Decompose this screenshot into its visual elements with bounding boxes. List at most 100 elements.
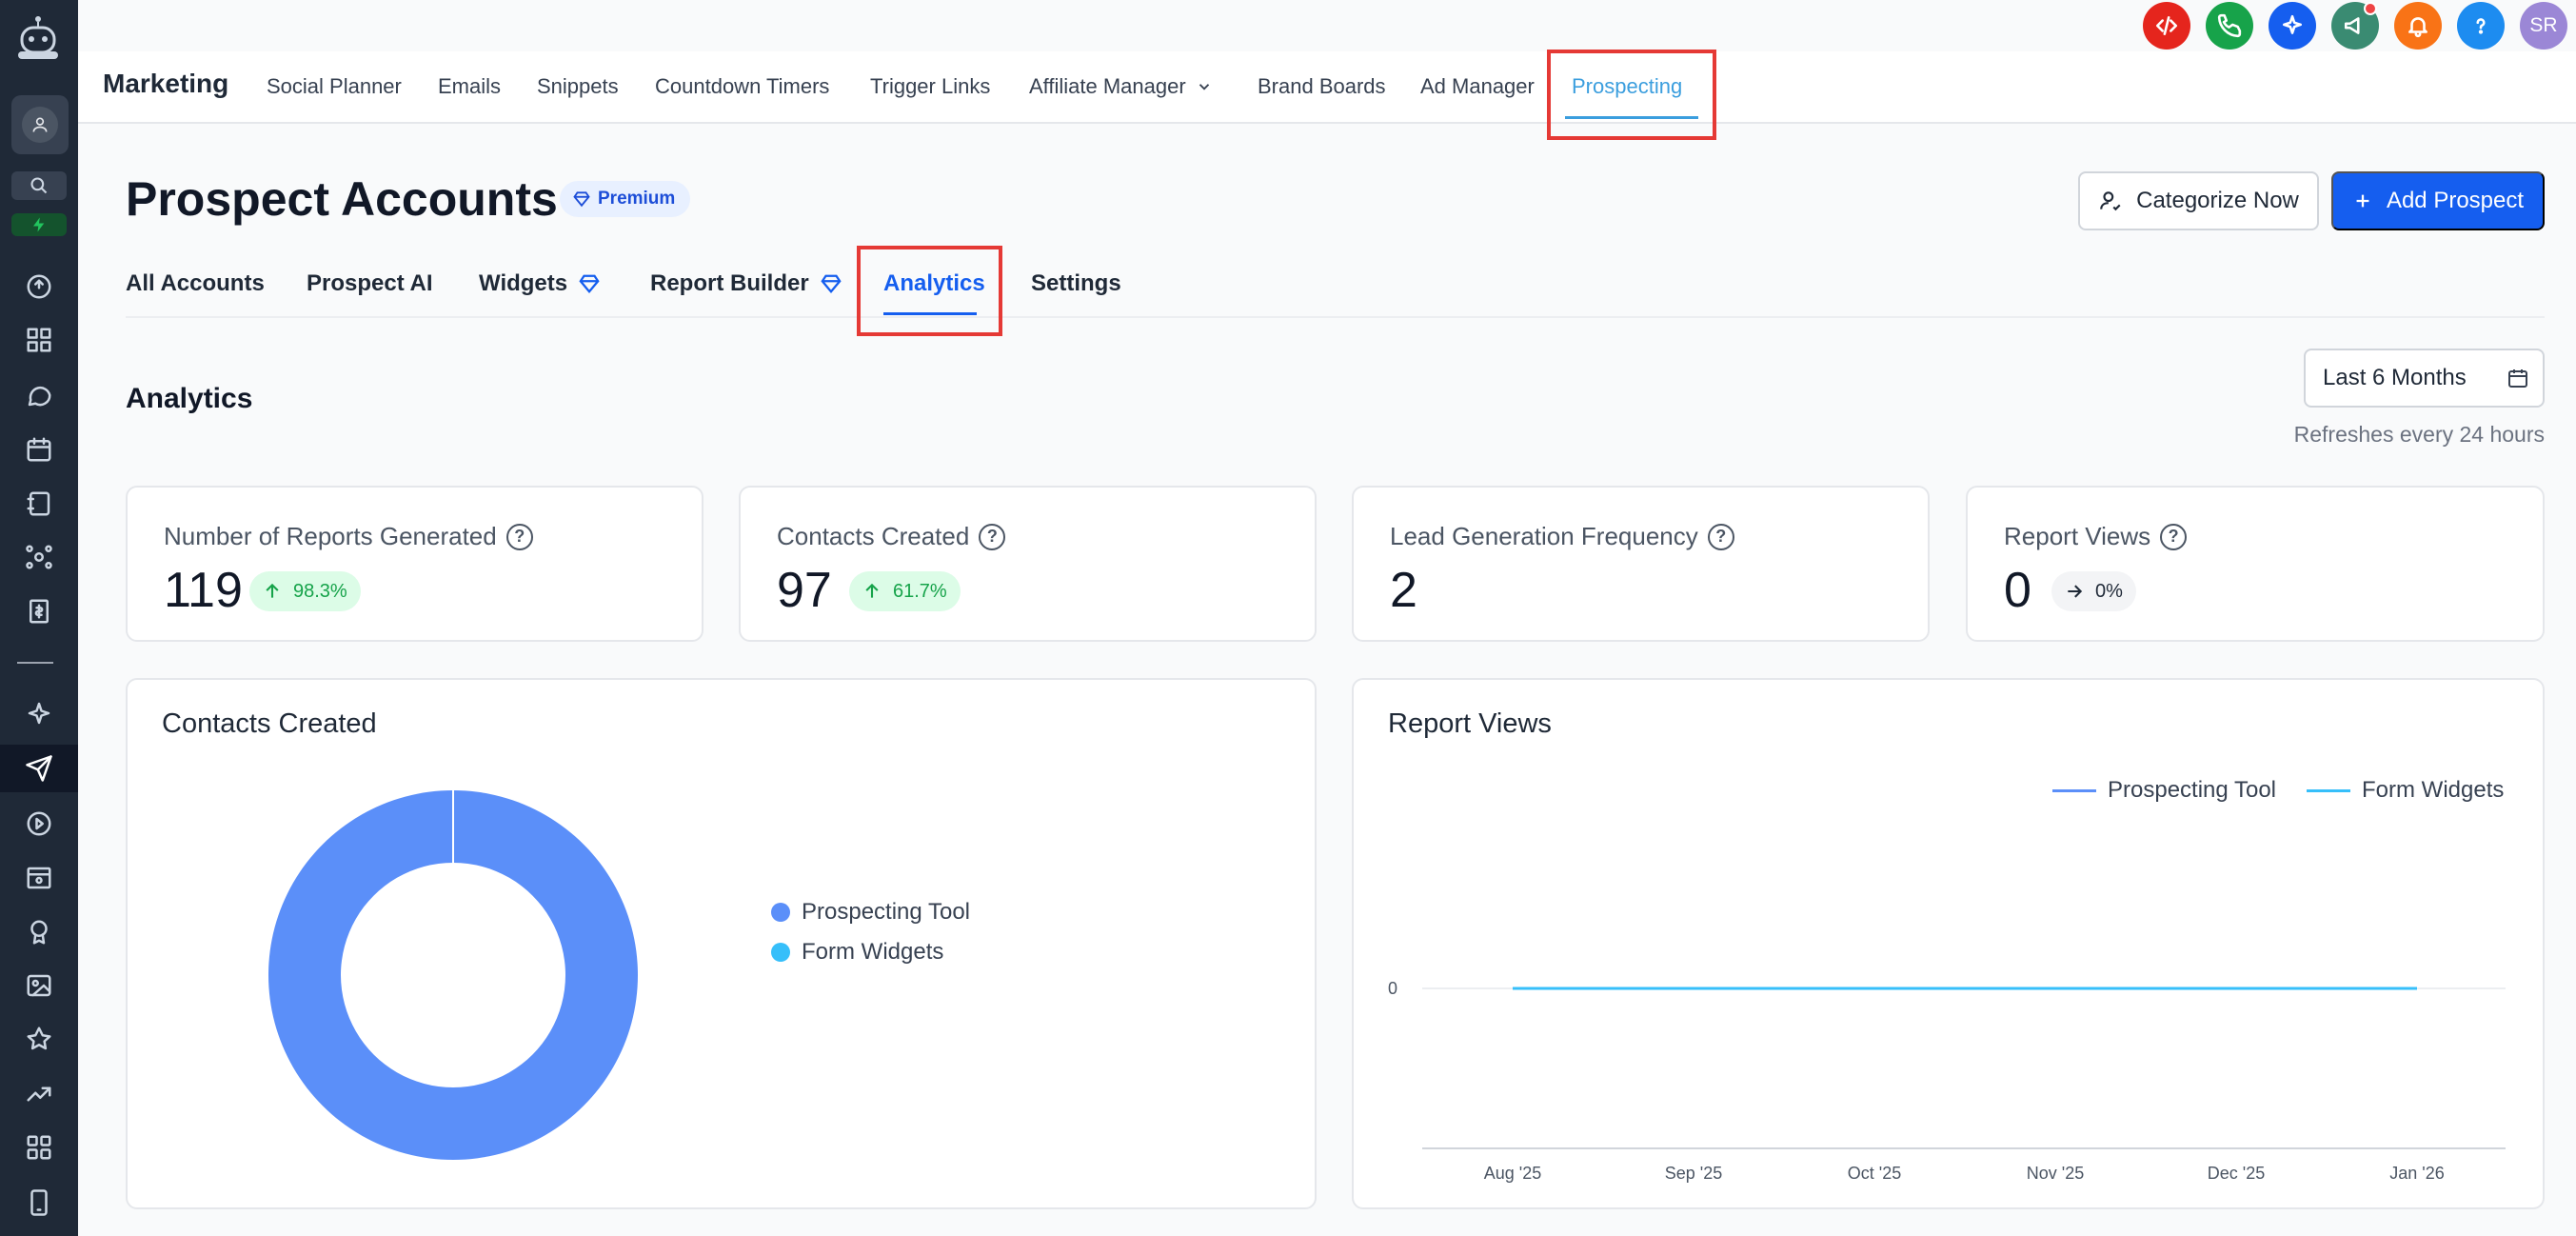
donut-slice[interactable] bbox=[268, 790, 638, 1160]
trend-badge: 0% bbox=[2051, 571, 2136, 611]
plus-icon bbox=[2356, 194, 2369, 208]
x-tick-label: Aug '25 bbox=[1484, 1164, 1542, 1183]
nav-emails[interactable]: Emails bbox=[438, 74, 502, 98]
tab-analytics[interactable]: Analytics bbox=[883, 270, 985, 297]
tab-all-accounts[interactable]: All Accounts bbox=[126, 270, 265, 297]
notifications-button[interactable] bbox=[2394, 2, 2442, 50]
nav-brand-boards[interactable]: Brand Boards bbox=[1258, 74, 1386, 98]
trend-value: 0% bbox=[2095, 580, 2123, 602]
sidebar-item-reputation[interactable] bbox=[0, 1015, 78, 1063]
diamond-icon bbox=[579, 274, 600, 294]
legend-item-prospecting-tool[interactable]: Prospecting Tool bbox=[2052, 777, 2276, 804]
stat-value: 2 bbox=[1390, 563, 1417, 618]
sidebar-item-automation[interactable] bbox=[0, 800, 78, 847]
chart-title: Report Views bbox=[1388, 708, 1552, 739]
sidebar-item-memberships[interactable] bbox=[0, 908, 78, 956]
trend-badge: 61.7% bbox=[849, 571, 961, 611]
sidebar-item-calendars[interactable] bbox=[0, 426, 78, 473]
nav-prospecting[interactable]: Prospecting bbox=[1572, 74, 1683, 98]
x-tick-label: Jan '26 bbox=[2389, 1164, 2444, 1183]
sidebar-item-app-marketplace[interactable] bbox=[0, 1124, 78, 1171]
arrow-up-icon bbox=[266, 583, 279, 598]
sidebar-item-marketing[interactable] bbox=[0, 745, 78, 792]
chevron-down-icon bbox=[1199, 84, 1209, 90]
announcement-badge bbox=[2364, 2, 2377, 15]
date-range-value: Last 6 Months bbox=[2323, 365, 2467, 390]
nav-active-indicator bbox=[1565, 116, 1698, 119]
help-circle-icon[interactable]: ? bbox=[1707, 523, 1734, 550]
stat-label: Report Views ? bbox=[2004, 522, 2188, 551]
help-button[interactable] bbox=[2457, 2, 2505, 50]
categorize-now-label: Categorize Now bbox=[2136, 188, 2299, 213]
custom-code-button[interactable] bbox=[2143, 2, 2190, 50]
nav-affiliate-manager[interactable]: Affiliate Manager bbox=[1029, 74, 1213, 99]
website-icon bbox=[27, 867, 51, 889]
sidebar-item-launchpad[interactable] bbox=[0, 263, 78, 310]
legend-item-prospecting-tool[interactable]: Prospecting Tool bbox=[771, 899, 970, 926]
stat-label: Lead Generation Frequency ? bbox=[1390, 522, 1734, 551]
nav-ad-manager[interactable]: Ad Manager bbox=[1420, 74, 1535, 98]
help-circle-icon[interactable]: ? bbox=[979, 523, 1006, 550]
phone-button[interactable] bbox=[2206, 2, 2253, 50]
tab-settings-label: Settings bbox=[1031, 270, 1121, 296]
line-chart: 0 Aug '25 Sep '25 Oct '25 Nov '25 Dec '25 Jan … bbox=[1388, 979, 2506, 1183]
user-avatar[interactable]: SR bbox=[2520, 2, 2567, 50]
tab-settings[interactable]: Settings bbox=[1031, 270, 1121, 297]
premium-badge: Premium bbox=[560, 181, 691, 217]
trend-badge: 98.3% bbox=[249, 571, 361, 611]
sparkles-icon bbox=[28, 702, 50, 725]
stat-label-text: Number of Reports Generated bbox=[164, 522, 497, 550]
diamond-icon bbox=[573, 191, 590, 208]
add-prospect-button[interactable]: Add Prospect bbox=[2331, 171, 2545, 230]
nav-social-planner[interactable]: Social Planner bbox=[267, 74, 402, 98]
legend-item-form-widgets[interactable]: Form Widgets bbox=[771, 939, 943, 966]
sidebar-search-button[interactable] bbox=[11, 171, 67, 200]
x-tick-label: Sep '25 bbox=[1665, 1164, 1723, 1183]
robot-logo-icon bbox=[18, 16, 58, 59]
ai-assistant-button[interactable] bbox=[2269, 2, 2316, 50]
sidebar-item-contacts[interactable] bbox=[0, 480, 78, 528]
calendar-icon bbox=[2508, 369, 2527, 388]
nav-countdown-timers[interactable]: Countdown Timers bbox=[655, 74, 830, 98]
report-views-chart-card: Report Views Prospecting Tool Form Widge… bbox=[1352, 678, 2545, 1209]
sidebar-item-ai-agents[interactable] bbox=[0, 689, 78, 737]
help-circle-icon[interactable]: ? bbox=[505, 523, 533, 550]
nav-snippets[interactable]: Snippets bbox=[537, 74, 619, 98]
categorize-now-button[interactable]: Categorize Now bbox=[2078, 171, 2319, 230]
sidebar-item-dashboard[interactable] bbox=[0, 316, 78, 364]
tabs-divider bbox=[126, 316, 2545, 318]
award-icon bbox=[30, 920, 48, 945]
sidebar-item-sites[interactable] bbox=[0, 854, 78, 902]
app-logo[interactable] bbox=[11, 10, 65, 67]
donut-chart bbox=[268, 790, 638, 1160]
bolt-icon bbox=[33, 217, 45, 232]
dashboard-icon bbox=[27, 328, 51, 352]
sidebar-quick-actions-button[interactable] bbox=[11, 213, 67, 236]
user-icon bbox=[32, 117, 48, 132]
sidebar-item-mobile-app[interactable] bbox=[0, 1179, 78, 1226]
legend-dot bbox=[771, 903, 790, 922]
date-range-select[interactable]: Last 6 Months bbox=[2304, 349, 2545, 408]
tab-report-builder[interactable]: Report Builder bbox=[650, 270, 842, 297]
sidebar-item-opportunities[interactable] bbox=[0, 533, 78, 581]
sidebar-item-conversations[interactable] bbox=[0, 371, 78, 419]
sidebar-item-payments[interactable] bbox=[0, 588, 78, 635]
announcements-button[interactable] bbox=[2331, 2, 2379, 50]
sidebar-item-reporting[interactable] bbox=[0, 1070, 78, 1118]
trending-up-icon bbox=[27, 1086, 51, 1102]
tab-all-accounts-label: All Accounts bbox=[126, 270, 265, 296]
help-circle-icon[interactable]: ? bbox=[2160, 523, 2188, 550]
legend-label: Prospecting Tool bbox=[802, 899, 970, 925]
legend-item-form-widgets[interactable]: Form Widgets bbox=[2307, 777, 2504, 804]
sidebar-account-switcher[interactable] bbox=[11, 95, 69, 154]
tab-widgets[interactable]: Widgets bbox=[479, 270, 600, 297]
rocket-icon bbox=[27, 274, 51, 299]
invoice-icon bbox=[30, 599, 49, 624]
tab-prospect-ai[interactable]: Prospect AI bbox=[307, 270, 432, 297]
contacts-book-icon bbox=[27, 491, 50, 516]
sidebar-item-media[interactable] bbox=[0, 962, 78, 1009]
bell-icon bbox=[2408, 17, 2427, 38]
highlight-box-prospecting bbox=[1547, 50, 1716, 140]
calendar-icon bbox=[27, 437, 51, 462]
nav-trigger-links[interactable]: Trigger Links bbox=[870, 74, 991, 98]
